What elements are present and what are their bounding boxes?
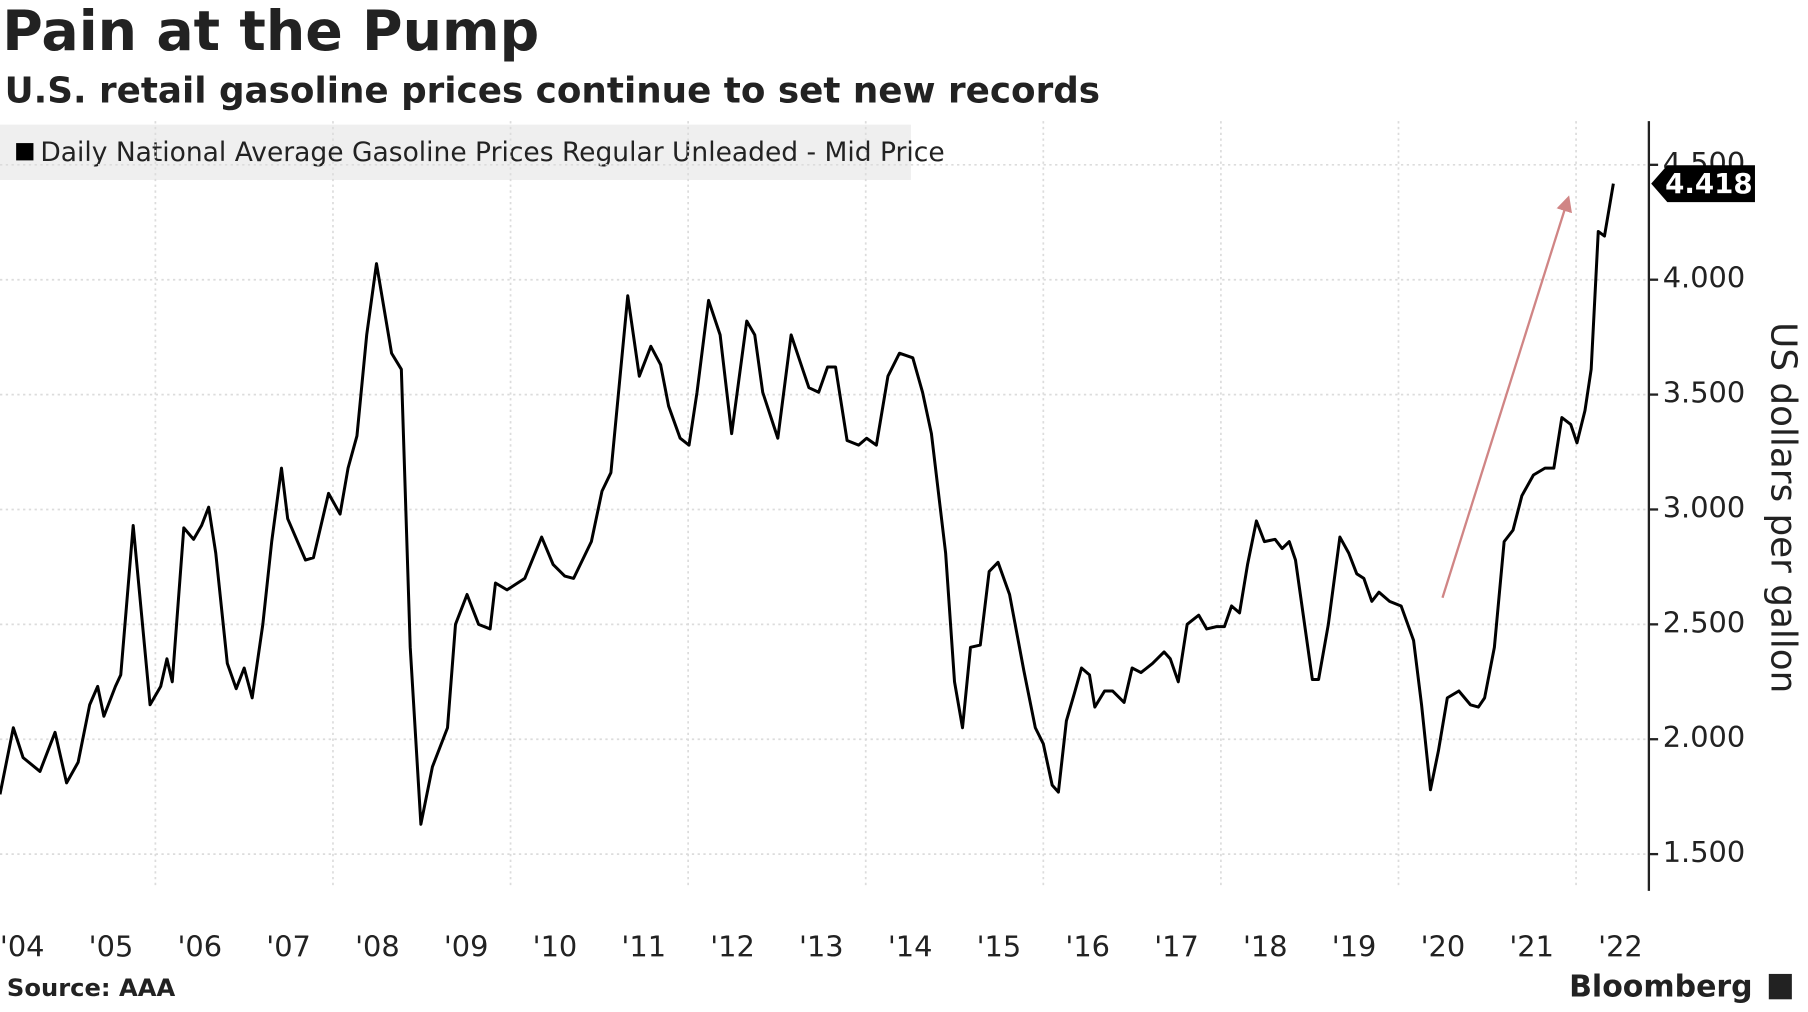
- x-tick-label: '18: [1243, 930, 1288, 964]
- chart-subtitle: U.S. retail gasoline prices continue to …: [5, 70, 1100, 111]
- x-tick-label: '10: [533, 930, 578, 964]
- series-line: [0, 183, 1615, 826]
- x-tick-label: '17: [1154, 930, 1199, 964]
- x-tick-label: '22: [1598, 930, 1643, 964]
- x-tick-label: '15: [977, 930, 1022, 964]
- x-tick-label: '19: [1332, 930, 1377, 964]
- y-axis-title: US dollars per gallon: [1762, 322, 1803, 693]
- x-tick-label: '04: [0, 930, 44, 964]
- legend-label: Daily National Average Gasoline Prices R…: [40, 137, 944, 168]
- legend-swatch: [16, 143, 34, 161]
- legend-box: [0, 124, 911, 181]
- x-tick-label: '08: [355, 930, 400, 964]
- y-tick-label: 2.500: [1663, 605, 1746, 639]
- chart-title: Pain at the Pump: [2, 0, 539, 64]
- x-tick-label: '06: [177, 930, 222, 964]
- last-value-label: 4.418: [1665, 167, 1752, 200]
- y-tick-label: 3.500: [1663, 376, 1746, 410]
- x-tick-label: '14: [888, 930, 933, 964]
- y-tick-label: 2.000: [1663, 720, 1746, 754]
- brand-icon: [1768, 973, 1792, 1000]
- x-tick-label: '16: [1065, 930, 1110, 964]
- x-tick-label: '20: [1421, 930, 1466, 964]
- x-tick-label: '11: [621, 930, 666, 964]
- brand: Bloomberg: [1569, 969, 1753, 1004]
- y-tick-label: 4.000: [1663, 261, 1746, 295]
- x-tick-label: '09: [444, 930, 489, 964]
- source: Source: AAA: [7, 974, 176, 1002]
- x-tick-label: '05: [89, 930, 134, 964]
- y-tick-label: 1.500: [1663, 835, 1746, 869]
- trend-arrow: [1441, 195, 1572, 599]
- last-value-badge: [1651, 165, 1755, 203]
- x-tick-label: '13: [799, 930, 844, 964]
- y-tick-label: 3.000: [1663, 490, 1746, 524]
- x-tick-label: '21: [1509, 930, 1554, 964]
- x-tick-label: '07: [266, 930, 311, 964]
- x-tick-label: '12: [710, 930, 755, 964]
